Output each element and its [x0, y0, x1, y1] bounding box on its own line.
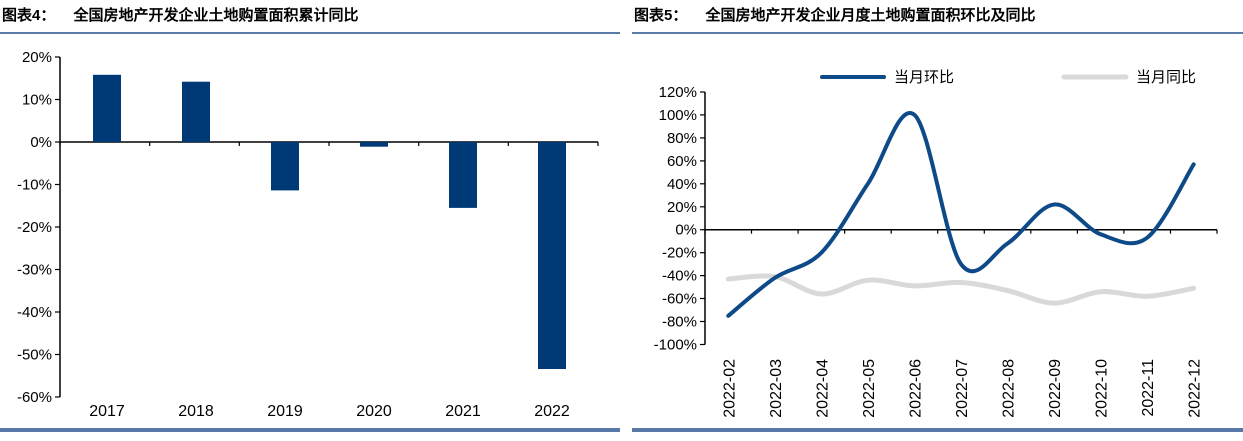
svg-text:2022-05: 2022-05 — [861, 359, 878, 418]
figure-5-title: 全国房地产开发企业月度土地购置面积环比及同比 — [705, 7, 1036, 24]
svg-text:-40%: -40% — [17, 304, 52, 321]
svg-text:20%: 20% — [667, 199, 697, 216]
svg-text:10%: 10% — [22, 92, 52, 109]
svg-text:当月同比: 当月同比 — [1136, 69, 1196, 86]
figure-5-label: 图表5： — [634, 7, 688, 24]
svg-text:2019: 2019 — [267, 403, 303, 420]
svg-text:40%: 40% — [667, 176, 697, 193]
svg-text:80%: 80% — [667, 130, 697, 147]
svg-text:0%: 0% — [30, 134, 52, 151]
svg-text:-100%: -100% — [654, 337, 697, 354]
svg-text:-10%: -10% — [17, 177, 52, 194]
figure-5-panel: 图表5： 全国房地产开发企业月度土地购置面积环比及同比 当月环比 当月同比 120%… — [632, 0, 1243, 441]
svg-text:-40%: -40% — [662, 268, 697, 285]
svg-text:2022-07: 2022-07 — [954, 359, 971, 418]
line-chart-monthly-land-purchase-mom-yoy: 当月环比 当月同比 120% 100% 80% 60% 40% 20% 0% -20% -40% -6… — [632, 32, 1243, 426]
svg-text:60%: 60% — [667, 153, 697, 170]
svg-text:2022-06: 2022-06 — [908, 359, 925, 418]
svg-text:2022-11: 2022-11 — [1140, 359, 1157, 417]
svg-text:-60%: -60% — [17, 389, 52, 406]
svg-text:2020: 2020 — [356, 403, 392, 420]
svg-text:-20%: -20% — [17, 219, 52, 236]
svg-text:2022-02: 2022-02 — [721, 359, 738, 418]
svg-text:20%: 20% — [22, 49, 52, 66]
figure-4-panel: 图表4： 全国房地产开发企业土地购置面积累计同比 20% 10% 0% -10% -20… — [0, 0, 620, 441]
svg-text:120%: 120% — [659, 84, 697, 101]
svg-text:2022-04: 2022-04 — [814, 359, 831, 418]
svg-text:100%: 100% — [659, 107, 697, 124]
svg-text:2022-08: 2022-08 — [1001, 359, 1018, 418]
svg-text:0%: 0% — [675, 222, 697, 239]
figure-4-bottom-rule — [0, 428, 620, 432]
figure-5-bottom-rule — [632, 428, 1243, 432]
figure-4-title: 全国房地产开发企业土地购置面积累计同比 — [73, 7, 359, 24]
figure-4-header: 图表4： 全国房地产开发企业土地购置面积累计同比 — [0, 0, 620, 34]
svg-text:-50%: -50% — [17, 347, 52, 364]
svg-text:当月环比: 当月环比 — [894, 69, 954, 86]
svg-text:2022-09: 2022-09 — [1047, 359, 1064, 418]
figure-5-header: 图表5： 全国房地产开发企业月度土地购置面积环比及同比 — [632, 0, 1243, 34]
svg-text:2022-12: 2022-12 — [1187, 359, 1204, 418]
svg-text:2017: 2017 — [89, 403, 125, 420]
svg-text:-80%: -80% — [662, 314, 697, 331]
svg-text:2021: 2021 — [445, 403, 481, 420]
svg-text:-20%: -20% — [662, 245, 697, 262]
bar-chart-cumulative-land-purchase-yoy: 20% 10% 0% -10% -20% -30% -40% -50% -60% 2017 2018… — [0, 32, 620, 426]
svg-text:-30%: -30% — [17, 262, 52, 279]
svg-text:-60%: -60% — [662, 291, 697, 308]
figure-4-label: 图表4： — [2, 7, 56, 24]
svg-text:2022-03: 2022-03 — [768, 359, 785, 418]
svg-text:2018: 2018 — [178, 403, 214, 420]
svg-text:2022-10: 2022-10 — [1094, 359, 1111, 418]
svg-text:2022: 2022 — [534, 403, 570, 420]
